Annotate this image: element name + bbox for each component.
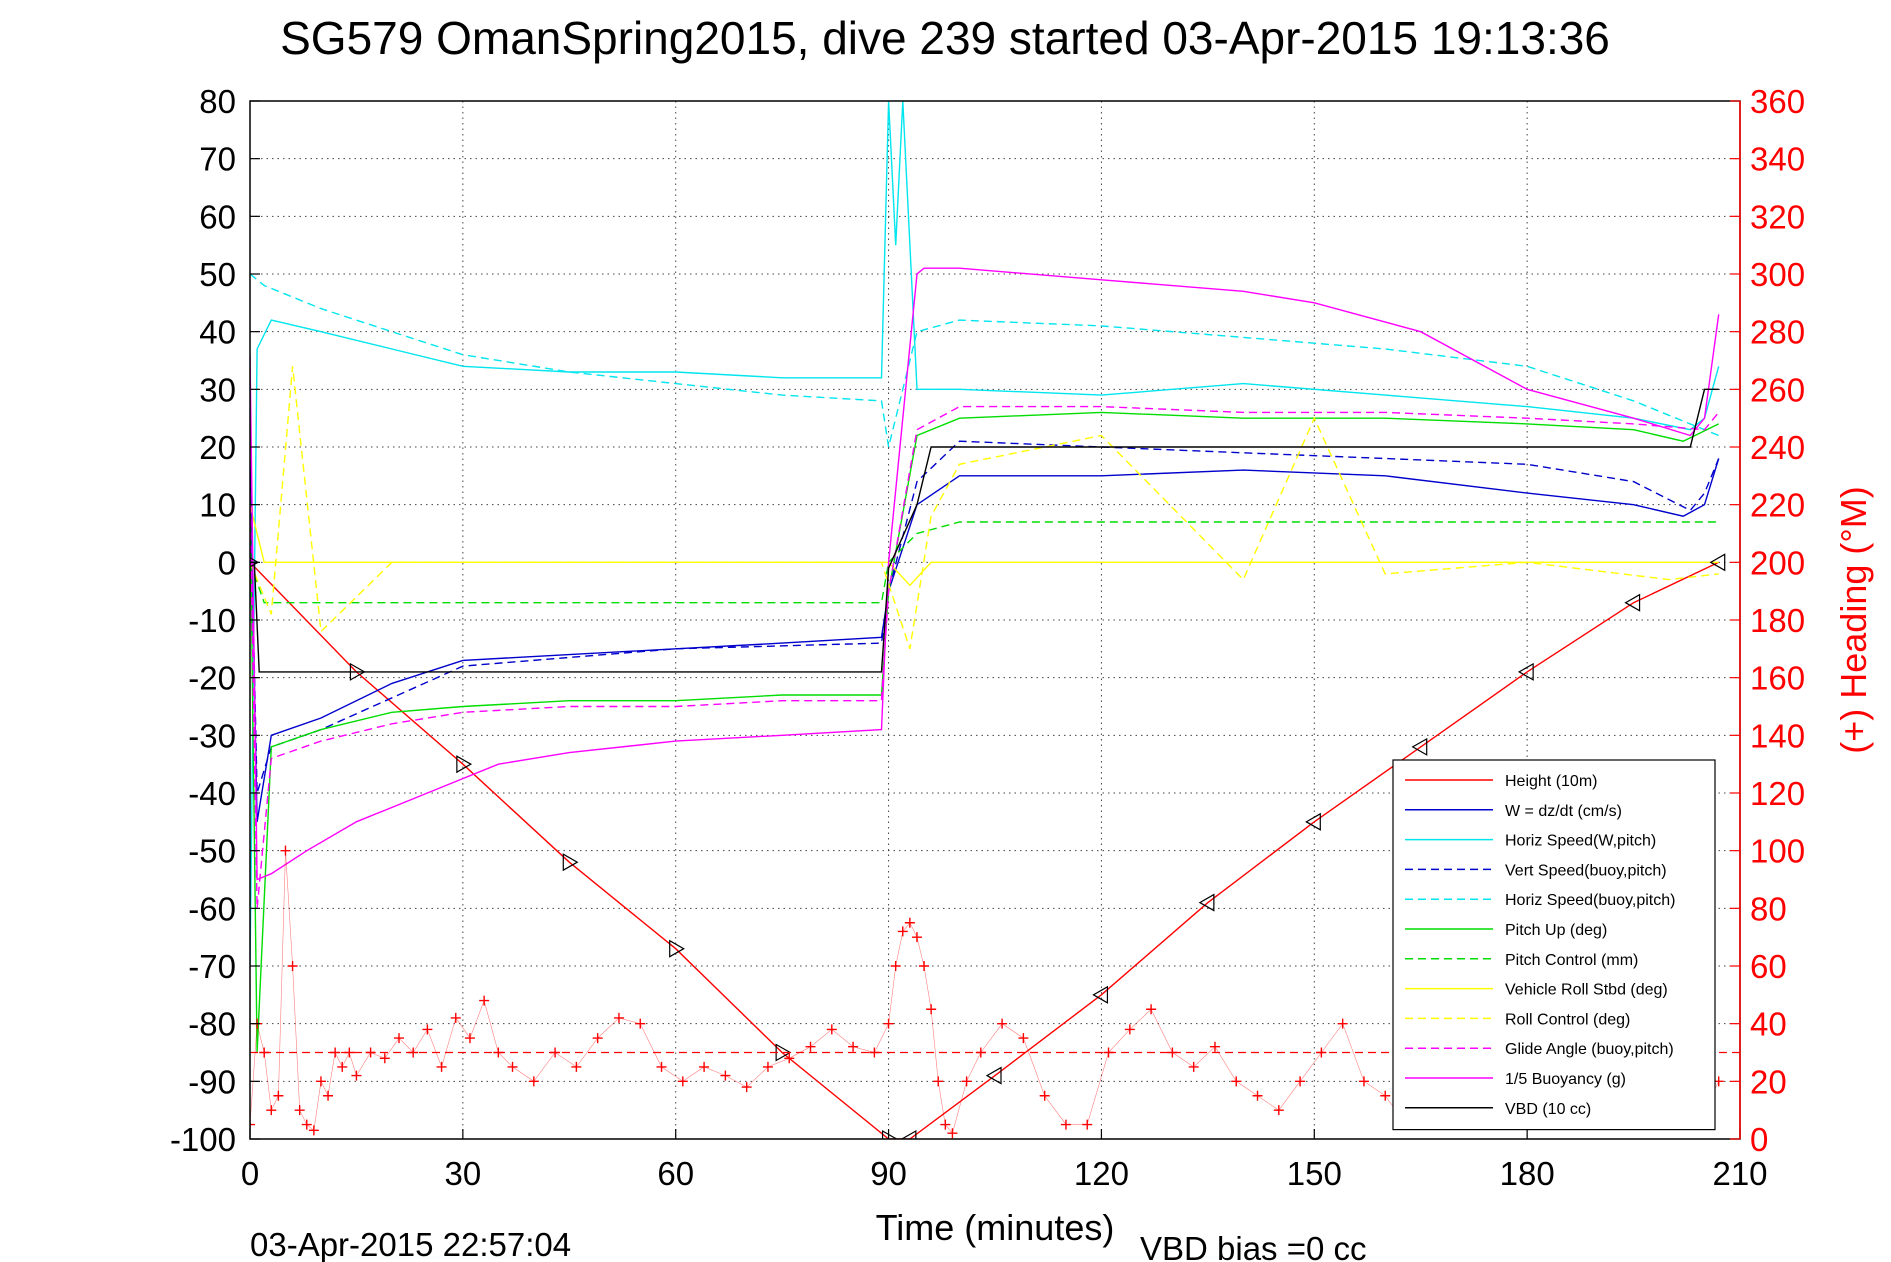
legend-label: Pitch Up (deg) [1505, 922, 1607, 939]
vbd-bias-footer: VBD bias =0 cc [1140, 1230, 1367, 1262]
y-tick-label: -20 [188, 660, 236, 697]
x-tick-label: 120 [1074, 1155, 1129, 1192]
y-tick-label: 70 [199, 141, 236, 178]
legend-label: Pitch Control (mm) [1505, 952, 1638, 969]
y-tick-label: 40 [199, 314, 236, 351]
height-marker [562, 853, 579, 872]
height-marker [1305, 812, 1321, 831]
legend: Height (10m) W = dz/dt (cm/s) Horiz Speed(… [1392, 759, 1716, 1131]
series-line-10 [250, 267, 1720, 881]
legend-label: Vert Speed(buoy,pitch) [1505, 862, 1667, 879]
y-tick-label: -10 [188, 602, 236, 639]
y2-tick-label: 140 [1750, 717, 1805, 754]
x-tick-label: 60 [657, 1155, 694, 1192]
y2-tick-label: 20 [1750, 1063, 1787, 1100]
y-tick-label: 50 [199, 256, 236, 293]
height-marker [900, 1129, 917, 1139]
y-tick-label: 80 [199, 83, 236, 120]
height-marker [1411, 737, 1428, 756]
right-axis-label: (+) Heading (°M) [1833, 486, 1874, 753]
height-marker [250, 557, 260, 568]
height-marker [669, 939, 685, 958]
y-tick-label: 20 [199, 429, 236, 466]
series-line-0 [250, 561, 1720, 1139]
legend-label: Glide Angle (buoy,pitch) [1505, 1041, 1674, 1058]
height-marker [1517, 662, 1534, 681]
height-marker [1198, 893, 1215, 912]
height-marker [985, 1066, 1002, 1085]
x-axis-label: Time (minutes) [876, 1207, 1115, 1248]
legend-label: Vehicle Roll Stbd (deg) [1505, 982, 1668, 999]
series-layer [250, 101, 1726, 1139]
y2-tick-label: 260 [1750, 371, 1805, 408]
heading-point [250, 1119, 255, 1130]
grid [250, 101, 1740, 1139]
series-line-11 [250, 388, 1719, 673]
y2-tick-label: 180 [1750, 602, 1805, 639]
x-tick-label: 90 [870, 1155, 907, 1192]
y-tick-label: 10 [199, 487, 236, 524]
y2-tick-label: 60 [1750, 948, 1787, 985]
x-tick-label: 30 [444, 1155, 481, 1192]
height-marker [881, 1129, 898, 1139]
y2-tick-label: 320 [1750, 198, 1805, 235]
x-tick-label: 210 [1712, 1155, 1767, 1192]
height-marker [349, 662, 366, 681]
x-tick-label: 180 [1500, 1155, 1555, 1192]
axis-ticks: 0 30 60 90 120 150 180 210-100-90-80-70-60-50-4… [170, 83, 1805, 1192]
y-tick-label: -40 [188, 775, 236, 812]
legend-label: Roll Control (deg) [1505, 1011, 1630, 1028]
y2-tick-label: 200 [1750, 544, 1805, 581]
y2-tick-label: 220 [1750, 487, 1805, 524]
series-line-8 [250, 366, 1719, 650]
legend-label: Height (10m) [1505, 773, 1597, 790]
series-line-4 [250, 273, 1719, 448]
y2-tick-label: 240 [1750, 429, 1805, 466]
y2-tick-label: 340 [1750, 141, 1805, 178]
y2-tick-label: 40 [1750, 1006, 1787, 1043]
y2-tick-label: 160 [1750, 660, 1805, 697]
legend-label: 1/5 Buoyancy (g) [1505, 1071, 1626, 1088]
x-tick-label: 0 [241, 1155, 259, 1192]
height-marker [1709, 553, 1726, 572]
series-line-6 [250, 521, 1719, 604]
legend-label: Horiz Speed(buoy,pitch) [1505, 892, 1675, 909]
legend-label: Horiz Speed(W,pitch) [1505, 833, 1656, 850]
y-tick-label: -70 [188, 948, 236, 985]
y2-tick-label: 300 [1750, 256, 1805, 293]
y2-tick-label: 100 [1750, 833, 1805, 870]
y-tick-label: -80 [188, 1006, 236, 1043]
y-tick-label: -100 [170, 1121, 236, 1158]
timestamp-footer: 03-Apr-2015 22:57:04 [250, 1226, 571, 1262]
legend-label: VBD (10 cc) [1505, 1101, 1591, 1118]
y-tick-label: 60 [199, 198, 236, 235]
y2-tick-label: 0 [1750, 1121, 1768, 1158]
y-tick-label: 30 [199, 371, 236, 408]
y-tick-label: -90 [188, 1063, 236, 1100]
series-line-2 [250, 101, 1720, 967]
height-marker [1624, 593, 1641, 612]
y2-tick-label: 120 [1750, 775, 1805, 812]
y2-tick-label: 360 [1750, 83, 1805, 120]
y2-tick-label: 80 [1750, 890, 1787, 927]
legend-box [1392, 759, 1716, 1131]
y2-tick-label: 280 [1750, 314, 1805, 351]
x-tick-label: 150 [1287, 1155, 1342, 1192]
height-marker [1092, 985, 1109, 1004]
chart-title: SG579 OmanSpring2015, dive 239 started 0… [280, 12, 1610, 64]
legend-label: W = dz/dt (cm/s) [1505, 803, 1622, 820]
y-tick-label: -60 [188, 890, 236, 927]
y-tick-label: 0 [218, 544, 236, 581]
y-tick-label: -30 [188, 717, 236, 754]
height-marker [456, 755, 473, 774]
y-tick-label: -50 [188, 833, 236, 870]
